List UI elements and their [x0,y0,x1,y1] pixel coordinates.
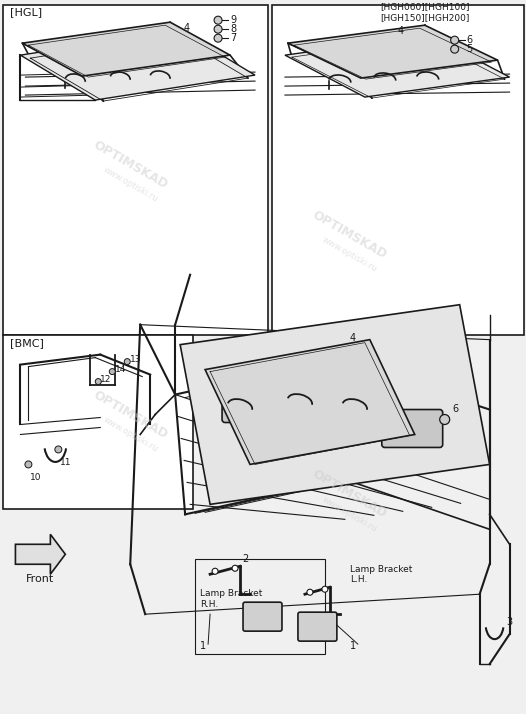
Circle shape [214,16,222,24]
Circle shape [307,589,313,595]
FancyBboxPatch shape [222,381,288,423]
Polygon shape [180,305,490,504]
Circle shape [214,25,222,33]
Circle shape [440,415,450,425]
Text: Lamp Bracket
R.H.: Lamp Bracket R.H. [200,590,262,609]
Text: 3: 3 [507,617,513,627]
Text: 1: 1 [350,641,356,651]
Text: 5: 5 [467,44,473,54]
Polygon shape [15,534,65,574]
Text: 13: 13 [130,355,141,364]
Circle shape [25,461,32,468]
Text: 1: 1 [200,641,206,651]
Text: 6: 6 [467,35,473,45]
Text: 4: 4 [183,23,189,33]
Text: Front: Front [25,574,54,584]
Text: OPTIMSKAD: OPTIMSKAD [310,208,389,261]
Text: 14: 14 [115,365,127,374]
Text: 11: 11 [60,458,72,467]
FancyBboxPatch shape [302,371,378,415]
Text: 4: 4 [350,333,356,343]
Text: OPTIMSKAD: OPTIMSKAD [90,139,170,191]
Circle shape [322,586,328,592]
Circle shape [109,368,115,375]
Circle shape [95,378,102,385]
FancyBboxPatch shape [382,410,443,448]
Polygon shape [21,30,255,100]
Circle shape [451,45,459,53]
Text: 4: 4 [398,26,404,36]
Text: Lamp Bracket
L.H.: Lamp Bracket L.H. [350,565,412,584]
Text: OPTIMSKAD: OPTIMSKAD [90,388,170,441]
Text: www.optiski.ru: www.optiski.ru [101,415,159,454]
Text: [HGL]: [HGL] [11,7,43,17]
Text: 8: 8 [230,24,236,34]
Text: 6: 6 [453,403,459,413]
Text: [HGH060][HGH100]
[HGH150][HGH200]: [HGH060][HGH100] [HGH150][HGH200] [380,3,469,22]
Text: 7: 7 [230,33,236,43]
FancyBboxPatch shape [243,602,282,631]
Text: 2: 2 [242,554,248,564]
Text: [BMC]: [BMC] [11,338,44,348]
Circle shape [451,36,459,44]
Text: www.optiski.ru: www.optiski.ru [101,166,159,204]
Text: www.optiski.ru: www.optiski.ru [321,495,379,533]
Circle shape [124,358,130,365]
Circle shape [232,565,238,571]
Text: 9: 9 [230,15,236,25]
Polygon shape [205,340,414,464]
Text: OPTIMSKAD: OPTIMSKAD [310,468,389,521]
Circle shape [212,568,218,574]
FancyBboxPatch shape [298,612,337,641]
Bar [4,5,268,335]
Polygon shape [285,35,510,97]
Polygon shape [23,22,230,76]
Bar [4,335,193,509]
Bar [272,5,523,335]
Text: www.optiski.ru: www.optiski.ru [321,236,379,274]
Circle shape [55,446,62,453]
Text: 12: 12 [100,375,112,384]
Polygon shape [288,25,498,78]
Circle shape [214,34,222,42]
Bar [195,559,325,654]
Text: 10: 10 [31,473,42,482]
